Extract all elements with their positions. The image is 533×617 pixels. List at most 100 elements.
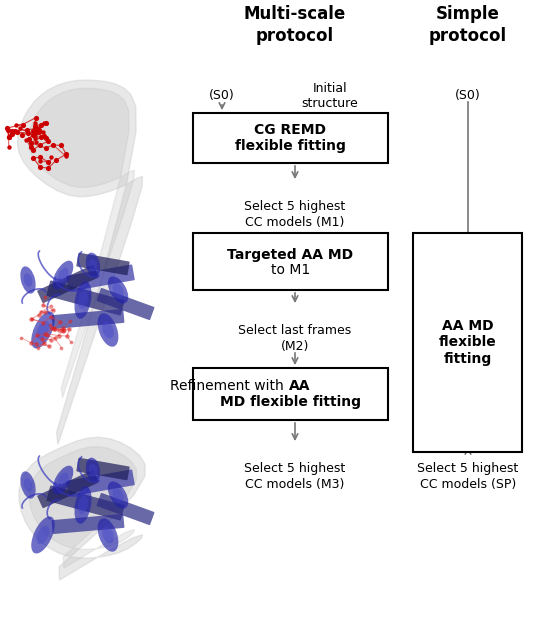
FancyBboxPatch shape <box>76 458 130 480</box>
FancyBboxPatch shape <box>37 265 99 303</box>
Point <box>4 132 13 142</box>
Point <box>27 142 35 152</box>
Point <box>50 324 58 334</box>
Point <box>55 317 64 326</box>
Point <box>16 123 25 133</box>
Point <box>30 121 39 131</box>
FancyBboxPatch shape <box>96 493 155 525</box>
Text: Select 5 highest
CC models (M3): Select 5 highest CC models (M3) <box>244 462 345 491</box>
Point <box>31 133 39 143</box>
Point <box>13 127 21 137</box>
Point <box>57 342 66 352</box>
Point <box>34 310 43 320</box>
Point <box>28 314 36 324</box>
Point <box>49 305 58 315</box>
Ellipse shape <box>53 260 74 289</box>
Text: Select 5 highest
CC models (SP): Select 5 highest CC models (SP) <box>417 462 519 491</box>
Point <box>54 326 63 336</box>
Point <box>22 135 30 145</box>
Point <box>4 132 13 142</box>
Point <box>51 333 59 343</box>
Ellipse shape <box>23 478 33 492</box>
Point <box>58 325 66 334</box>
Ellipse shape <box>98 518 118 552</box>
Point <box>33 123 42 133</box>
Ellipse shape <box>108 276 128 304</box>
Point <box>65 324 74 334</box>
FancyBboxPatch shape <box>66 470 135 497</box>
Point <box>52 155 60 165</box>
Text: Refinement with: Refinement with <box>171 379 288 393</box>
Point <box>7 126 16 136</box>
Ellipse shape <box>75 486 92 524</box>
Point <box>36 152 45 162</box>
Text: Multi-scale
protocol: Multi-scale protocol <box>244 5 346 45</box>
Point <box>57 141 66 151</box>
Ellipse shape <box>88 464 98 476</box>
FancyBboxPatch shape <box>66 265 135 292</box>
Ellipse shape <box>37 526 50 544</box>
Ellipse shape <box>58 473 69 487</box>
Point <box>47 323 55 333</box>
Text: Select last frames
(M2): Select last frames (M2) <box>238 324 352 353</box>
Point <box>43 330 51 340</box>
Polygon shape <box>19 437 145 580</box>
Point <box>39 318 47 328</box>
Point <box>30 123 39 133</box>
Point <box>4 142 13 152</box>
Point <box>36 162 44 172</box>
Point <box>38 127 47 137</box>
Point <box>4 125 13 135</box>
Ellipse shape <box>78 495 88 515</box>
Ellipse shape <box>75 281 92 319</box>
Point <box>46 320 54 329</box>
Point <box>12 120 20 130</box>
Ellipse shape <box>112 283 124 297</box>
Point <box>42 133 51 143</box>
Point <box>19 120 27 130</box>
Text: MD flexible fitting: MD flexible fitting <box>220 395 361 409</box>
Point <box>22 125 31 135</box>
Point <box>34 343 42 353</box>
Text: (S0): (S0) <box>209 89 235 102</box>
Ellipse shape <box>20 267 36 294</box>
Point <box>26 138 35 147</box>
Point <box>54 331 63 341</box>
Ellipse shape <box>20 471 36 499</box>
Point <box>46 312 55 322</box>
Ellipse shape <box>108 481 128 508</box>
Point <box>29 153 37 163</box>
Polygon shape <box>28 88 134 398</box>
Point <box>40 118 49 128</box>
Point <box>36 156 44 166</box>
Ellipse shape <box>53 466 74 494</box>
Ellipse shape <box>102 321 114 339</box>
Point <box>49 140 58 150</box>
Ellipse shape <box>31 312 55 349</box>
Point <box>11 126 20 136</box>
Point <box>33 330 42 340</box>
Point <box>28 145 37 155</box>
Ellipse shape <box>86 252 100 278</box>
FancyBboxPatch shape <box>96 288 155 320</box>
Point <box>59 323 68 333</box>
Point <box>17 130 26 140</box>
Ellipse shape <box>58 268 69 283</box>
Point <box>32 126 41 136</box>
FancyBboxPatch shape <box>76 253 130 275</box>
Point <box>28 126 37 136</box>
Point <box>42 143 50 153</box>
Point <box>46 300 55 310</box>
Text: Targeted AA MD: Targeted AA MD <box>228 247 353 262</box>
Point <box>41 118 50 128</box>
FancyBboxPatch shape <box>413 233 522 452</box>
Text: CG REMD
flexible fitting: CG REMD flexible fitting <box>235 123 346 153</box>
Point <box>66 317 75 326</box>
Point <box>38 334 47 344</box>
Ellipse shape <box>86 458 100 482</box>
Ellipse shape <box>112 488 124 502</box>
Point <box>27 314 36 324</box>
Point <box>67 337 75 347</box>
Ellipse shape <box>88 259 98 271</box>
Point <box>44 164 53 173</box>
